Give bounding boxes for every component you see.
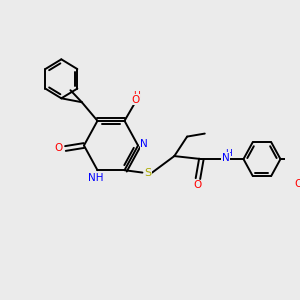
Text: H: H [133, 91, 140, 100]
Text: N: N [222, 153, 230, 163]
Text: O: O [194, 180, 202, 190]
Text: N: N [140, 139, 148, 149]
Text: S: S [145, 168, 152, 178]
Text: O: O [294, 179, 300, 189]
Text: NH: NH [88, 173, 104, 183]
Text: O: O [54, 143, 62, 154]
Text: H: H [225, 148, 232, 158]
Text: O: O [131, 95, 140, 105]
